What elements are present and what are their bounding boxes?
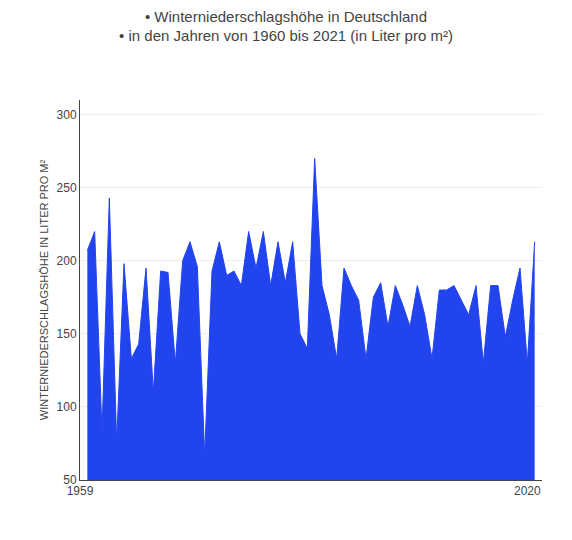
svg-text:50: 50 (63, 473, 77, 487)
svg-text:250: 250 (57, 181, 77, 195)
svg-text:WINTERNIEDERSCHLAGSHÖHE IN LIT: WINTERNIEDERSCHLAGSHÖHE IN LITER PRO M² (38, 159, 50, 420)
svg-text:100: 100 (57, 400, 77, 414)
svg-text:150: 150 (57, 327, 77, 341)
svg-text:2020: 2020 (514, 484, 541, 498)
svg-text:300: 300 (57, 108, 77, 122)
svg-text:1959: 1959 (67, 484, 94, 498)
svg-text:200: 200 (57, 254, 77, 268)
svg-text:• Winterniederschlagshöhe in D: • Winterniederschlagshöhe in Deutschland… (119, 8, 453, 45)
